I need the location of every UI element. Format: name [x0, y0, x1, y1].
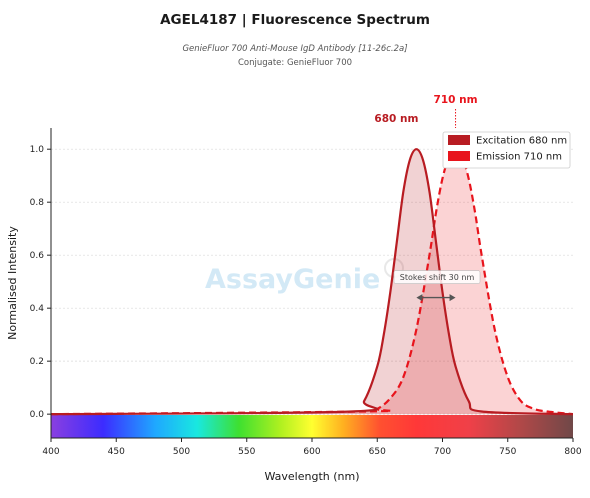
x-tick-label-8: 800 — [564, 447, 581, 457]
legend: Excitation 680 nm Emission 710 nm — [442, 131, 571, 169]
watermark: Assay Genie — [205, 258, 404, 295]
x-tick-label-2: 500 — [173, 447, 190, 457]
x-ticks: 400 450 500 550 600 650 700 750 800 — [42, 438, 582, 457]
stokes-shift-annotation: Stokes shift 30 nm — [393, 270, 481, 302]
watermark-genie: Genie — [293, 264, 380, 295]
y-tick-label-2: 0.4 — [30, 304, 45, 314]
y-tick-label-4: 0.8 — [30, 198, 45, 208]
peak-labels: 680 nm 710 nm — [374, 94, 478, 128]
stokes-arrowhead-left — [416, 294, 423, 302]
excitation-area — [51, 149, 573, 415]
x-tick-label-6: 700 — [434, 447, 451, 457]
series-layer — [51, 148, 573, 416]
watermark-assay: Assay — [205, 264, 293, 295]
y-ticks: 0.0 0.2 0.4 0.6 0.8 1.0 — [30, 145, 51, 420]
legend-label-excitation: Excitation 680 nm — [476, 136, 567, 147]
chart-title: AGEL4187 | Fluorescence Spectrum — [160, 12, 430, 28]
stokes-arrowhead-right — [449, 294, 456, 302]
legend-box — [442, 131, 571, 169]
x-tick-label-1: 450 — [108, 447, 125, 457]
x-axis-label: Wavelength (nm) — [264, 470, 359, 483]
x-tick-label-5: 650 — [369, 447, 386, 457]
x-tick-label-4: 600 — [303, 447, 320, 457]
legend-swatch-emission — [448, 151, 470, 161]
conjugate-label: Conjugate: GenieFluor 700 — [237, 58, 353, 68]
legend-label-emission: Emission 710 nm — [476, 152, 562, 163]
stokes-shift-label-box — [393, 270, 481, 284]
x-tick-label-7: 750 — [499, 447, 516, 457]
visible-spectrum-bar — [51, 415, 573, 438]
legend-swatch-excitation — [448, 135, 470, 145]
y-tick-label-1: 0.2 — [30, 357, 44, 367]
x-tick-label-0: 400 — [42, 447, 59, 457]
excitation-line — [51, 148, 573, 416]
emission-area — [51, 149, 573, 415]
y-tick-label-0: 0.0 — [30, 410, 45, 420]
chart-subtitle: GenieFluor 700 Anti-Mouse IgD Antibody [… — [182, 44, 408, 54]
y-axis-label: Normalised Intensity — [6, 226, 19, 340]
emission-line — [51, 148, 573, 416]
x-tick-label-3: 550 — [238, 447, 255, 457]
stokes-shift-label: Stokes shift 30 nm — [400, 273, 475, 282]
gridlines — [51, 148, 573, 415]
y-tick-label-3: 0.6 — [30, 251, 45, 261]
emission-peak-label: 710 nm — [434, 94, 478, 106]
y-tick-label-5: 1.0 — [30, 145, 45, 155]
excitation-peak-label: 680 nm — [374, 113, 418, 125]
